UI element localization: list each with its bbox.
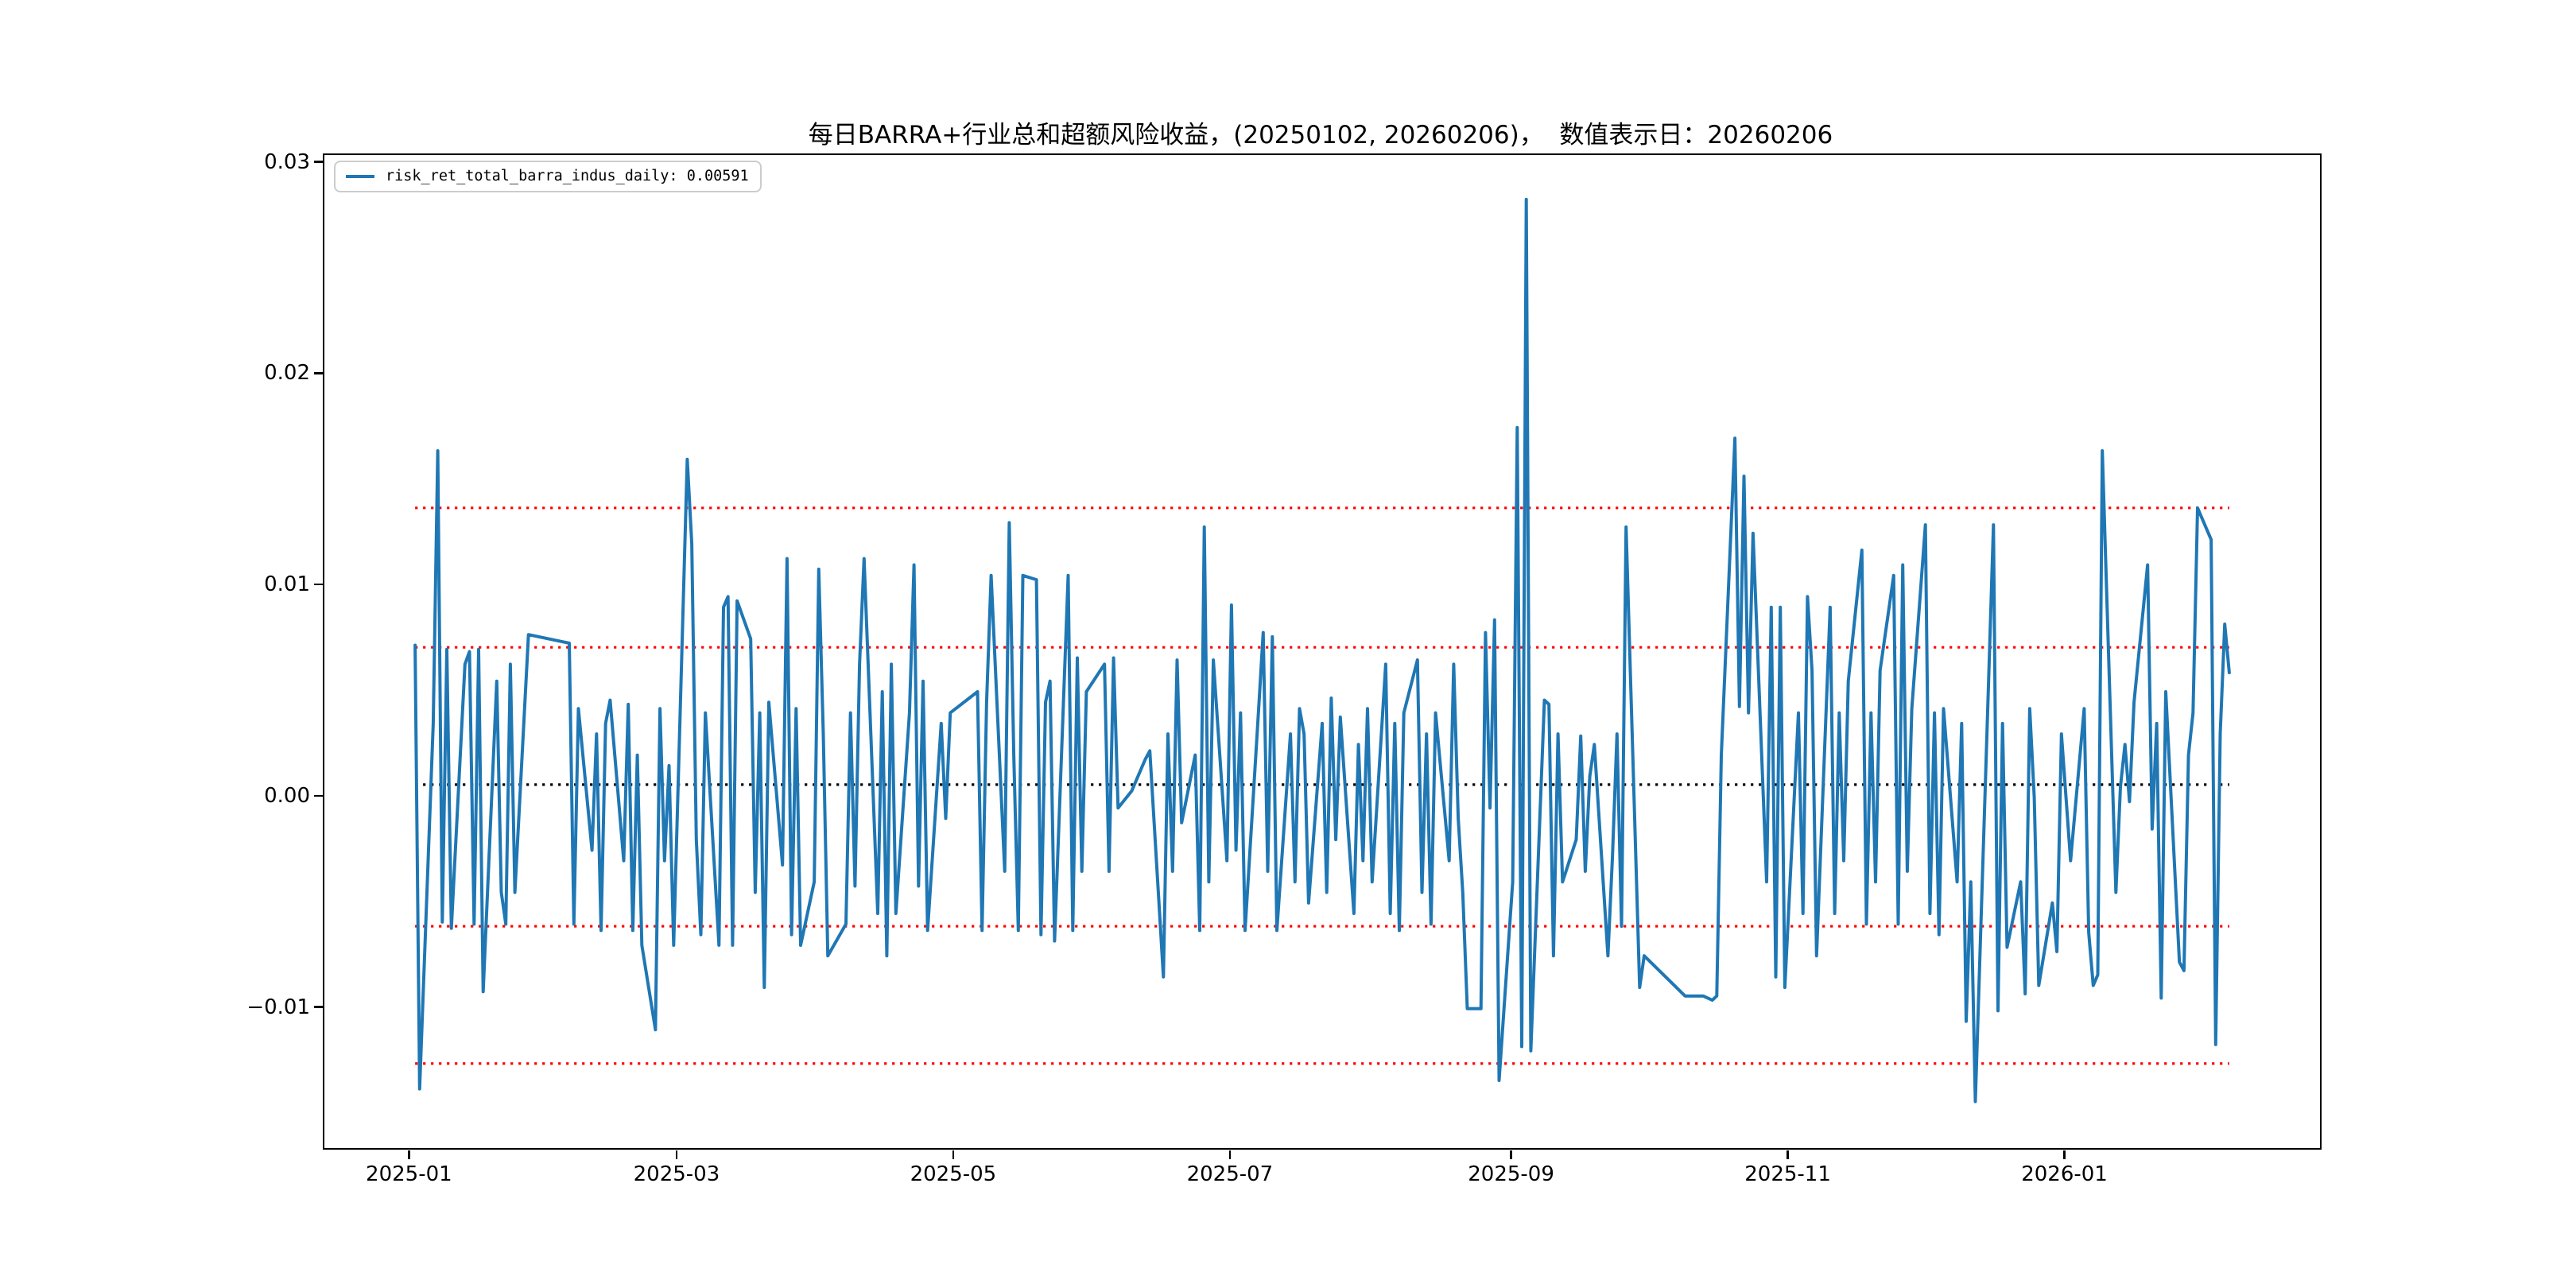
x-tick-label: 2025-07 bbox=[1186, 1162, 1274, 1186]
y-tick-mark bbox=[314, 794, 323, 797]
reference-lines bbox=[415, 506, 2229, 1065]
chart-title: 每日BARRA+行业总和超额风险收益，(20250102, 20260206)，… bbox=[808, 121, 1833, 149]
y-tick-label: 0.01 bbox=[264, 572, 310, 597]
y-tick-label: −0.01 bbox=[246, 995, 310, 1019]
series-line bbox=[413, 197, 2231, 1104]
legend-line-sample bbox=[346, 174, 374, 178]
x-tick-mark bbox=[952, 1150, 955, 1159]
x-tick-label: 2025-05 bbox=[910, 1162, 997, 1186]
x-tick-label: 2025-09 bbox=[1468, 1162, 1554, 1186]
y-tick-label: 0.03 bbox=[264, 149, 310, 174]
y-tick-mark bbox=[314, 372, 323, 374]
x-tick-mark bbox=[408, 1150, 410, 1159]
x-tick-label: 2026-01 bbox=[2021, 1162, 2108, 1186]
x-tick-mark bbox=[1787, 1150, 1789, 1159]
y-tick-mark bbox=[314, 583, 323, 586]
legend: risk_ret_total_barra_indus_daily: 0.0059… bbox=[334, 161, 762, 192]
x-tick-mark bbox=[1228, 1150, 1232, 1159]
chart-svg bbox=[413, 197, 2231, 1104]
x-tick-mark bbox=[1510, 1150, 1512, 1159]
legend-label: risk_ret_total_barra_indus_daily: 0.0059… bbox=[386, 168, 749, 184]
x-tick-mark bbox=[2063, 1150, 2066, 1159]
y-tick-label: 0.00 bbox=[264, 783, 310, 808]
y-tick-mark bbox=[314, 161, 323, 163]
x-tick-mark bbox=[675, 1150, 678, 1159]
plot-area: risk_ret_total_barra_indus_daily: 0.0059… bbox=[323, 153, 2322, 1150]
x-tick-label: 2025-11 bbox=[1744, 1162, 1831, 1186]
x-tick-label: 2025-03 bbox=[633, 1162, 720, 1186]
y-tick-label: 0.02 bbox=[264, 361, 310, 386]
x-tick-label: 2025-01 bbox=[366, 1162, 452, 1186]
y-tick-mark bbox=[314, 1006, 323, 1008]
